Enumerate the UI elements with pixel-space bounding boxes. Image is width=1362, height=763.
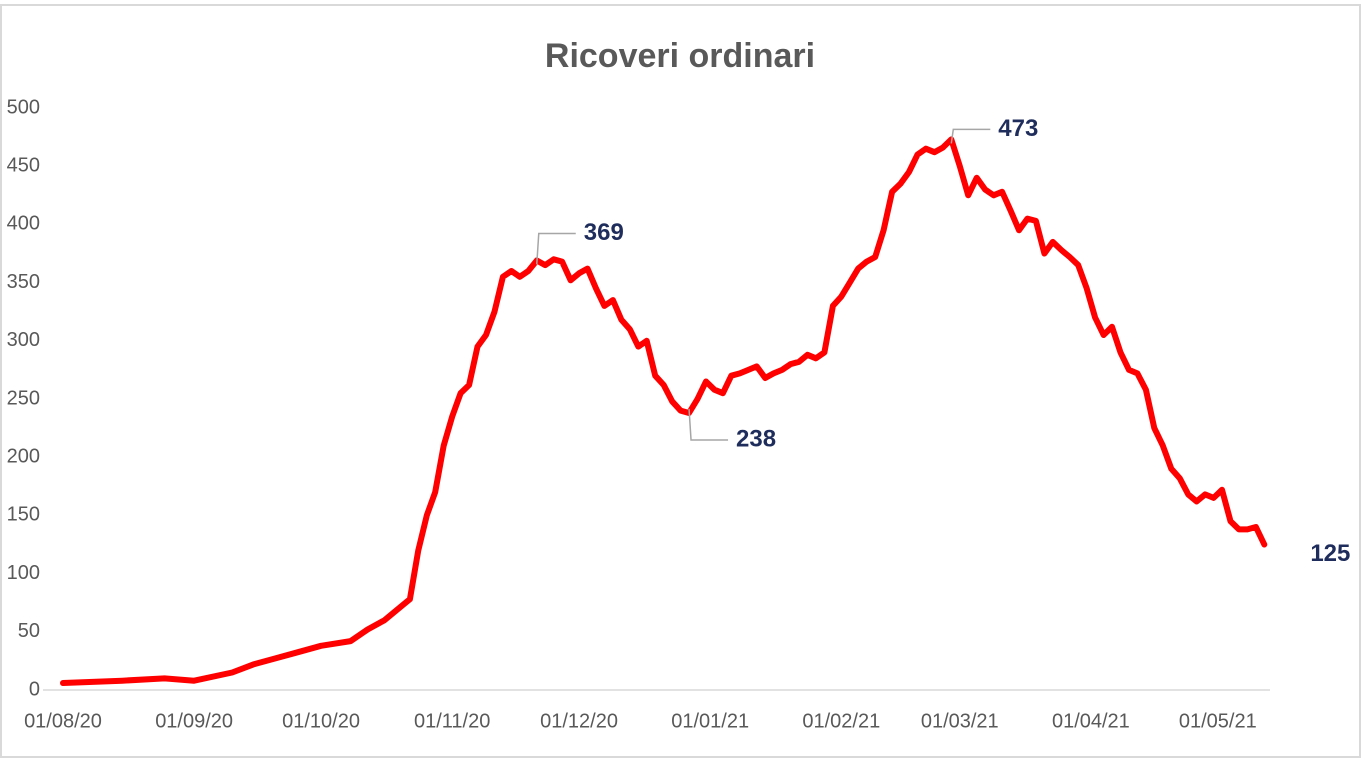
y-tick-label: 450 bbox=[7, 154, 40, 176]
y-tick-label: 350 bbox=[7, 271, 40, 293]
x-tick-label: 01/11/20 bbox=[414, 710, 490, 732]
y-tick-label: 150 bbox=[7, 504, 40, 526]
annotation-label: 125 bbox=[1310, 540, 1350, 567]
y-tick-label: 400 bbox=[7, 213, 40, 235]
x-tick-label: 01/05/21 bbox=[1179, 710, 1257, 732]
annotation-leader bbox=[536, 232, 576, 265]
x-tick-label: 01/09/20 bbox=[155, 710, 233, 732]
y-tick-label: 0 bbox=[29, 678, 40, 700]
x-tick-label: 01/08/20 bbox=[24, 710, 102, 732]
y-tick-label: 100 bbox=[7, 562, 40, 584]
y-tick-label: 50 bbox=[18, 620, 40, 642]
frame bbox=[0, 4, 1361, 758]
y-tick-label: 250 bbox=[7, 387, 40, 409]
annotation-label: 369 bbox=[584, 219, 624, 246]
y-tick-label: 500 bbox=[7, 96, 40, 118]
chart-title: Ricoveri ordinari bbox=[545, 37, 815, 75]
y-tick-label: 200 bbox=[7, 445, 40, 467]
x-tick-label: 01/12/20 bbox=[540, 710, 618, 732]
x-tick-label: 01/04/21 bbox=[1052, 710, 1130, 732]
x-tick-label: 01/02/21 bbox=[802, 710, 880, 732]
y-tick-label: 300 bbox=[7, 329, 40, 351]
annotation-label: 238 bbox=[736, 425, 776, 452]
x-tick-label: 01/10/20 bbox=[282, 710, 360, 732]
x-tick-label: 01/03/21 bbox=[921, 710, 999, 732]
annotation-label: 473 bbox=[998, 115, 1038, 142]
annotation-leader bbox=[950, 128, 991, 144]
annotation-leader bbox=[688, 408, 729, 441]
line-series bbox=[60, 136, 1268, 686]
x-tick-label: 01/01/21 bbox=[671, 710, 749, 732]
